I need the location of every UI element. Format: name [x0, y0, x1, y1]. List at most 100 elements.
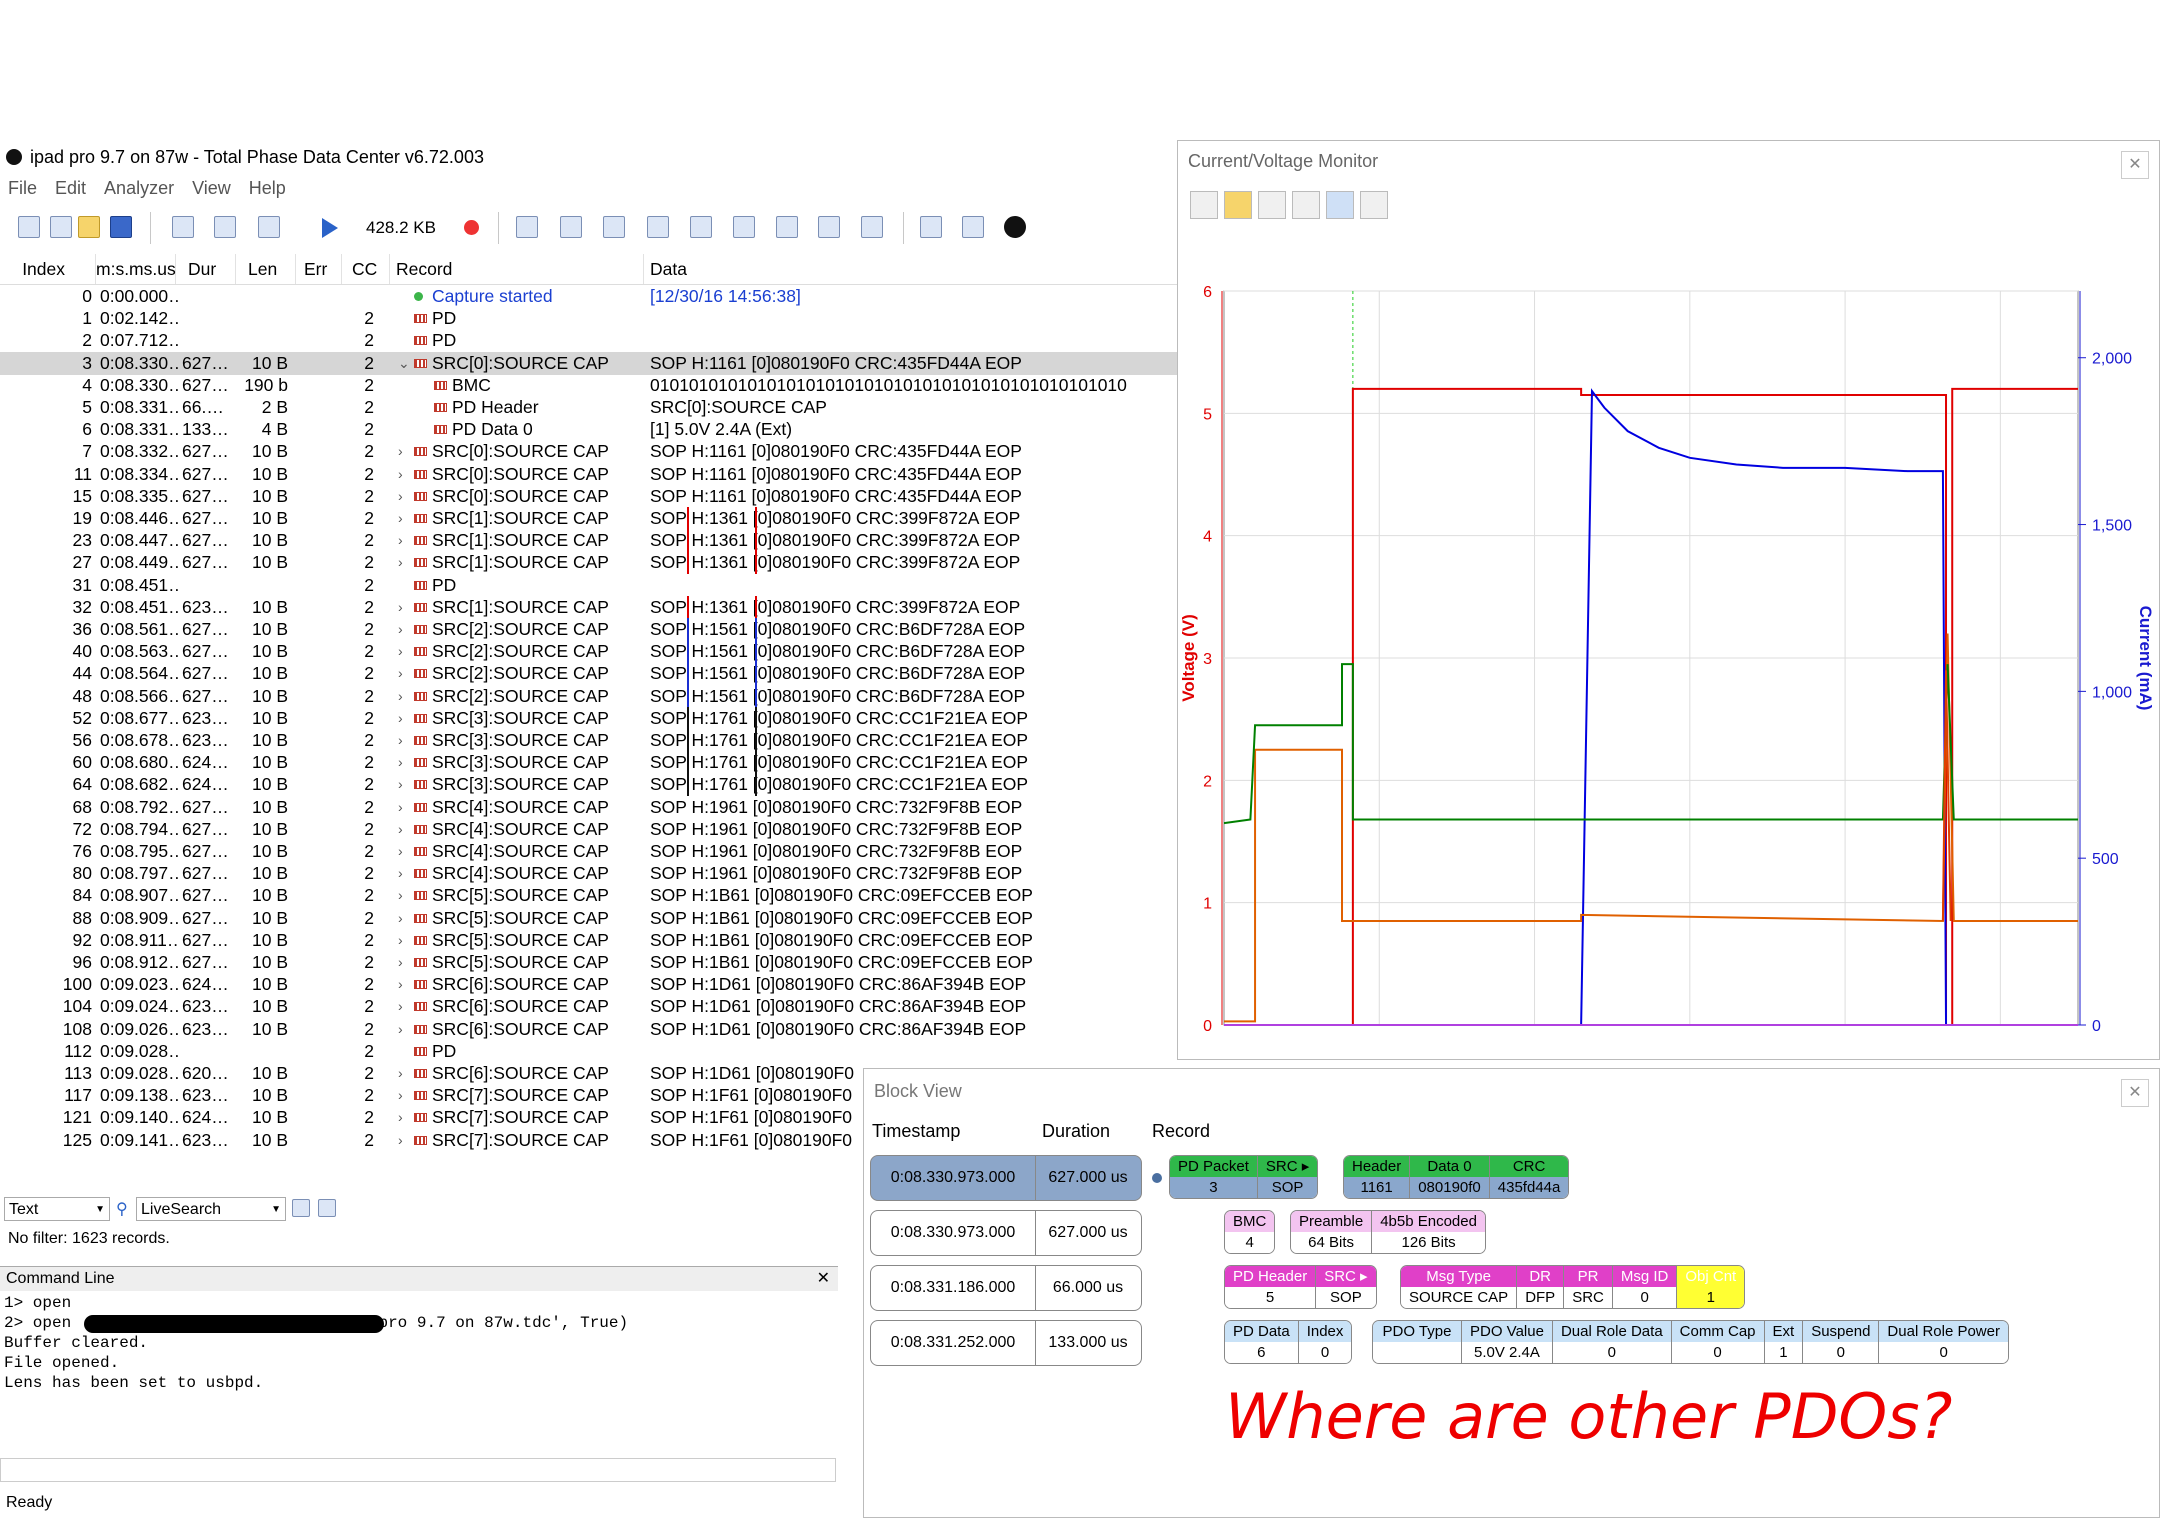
close-icon[interactable]: ✕ — [816, 1270, 830, 1287]
start-capture-icon[interactable] — [322, 218, 338, 238]
expand-icon[interactable]: › — [398, 998, 403, 1015]
pd-header-fields[interactable]: Msg Type SOURCE CAP DR DFP PR SRC Msg ID 0 Obj C… — [1400, 1265, 1746, 1309]
block-row[interactable]: 0:08.330.973.000 627.000 us — [870, 1155, 1142, 1201]
open-folder-icon[interactable] — [78, 216, 100, 238]
table-row[interactable]: 112 0:09.028… 2 PD — [0, 1040, 1178, 1063]
view-icon-8[interactable] — [818, 216, 840, 238]
pd-data-group[interactable]: PD Data 6 Index 0 — [1224, 1320, 1353, 1364]
expand-icon[interactable]: › — [398, 843, 403, 859]
table-row[interactable]: 44 0:08.564… 627… 10 B 2 › SRC[2]:SOURCE CAP SO… — [0, 662, 1178, 686]
menu-file[interactable]: File — [8, 178, 38, 198]
expand-icon[interactable]: › — [398, 709, 403, 726]
table-row[interactable]: 36 0:08.561… 627… 10 B 2 › SRC[2]:SOURCE CAP SO… — [0, 618, 1178, 641]
menu-view[interactable]: View — [192, 178, 231, 198]
table-row[interactable]: 113 0:09.028… 620… 10 B 2 › SRC[6]:SOURCE CAP S… — [0, 1062, 1178, 1085]
col-dur[interactable]: Dur — [182, 254, 236, 284]
table-row[interactable]: 31 0:08.451… 2 PD — [0, 574, 1178, 597]
collapse-icon[interactable]: ⌄ — [398, 354, 410, 371]
view-icon-6[interactable] — [733, 216, 755, 238]
export-icon[interactable] — [920, 216, 942, 238]
col-data[interactable]: Data — [644, 254, 1178, 284]
table-row[interactable]: 0 0:00.000… Capture started [12/30/16 14:56… — [0, 285, 1178, 308]
expand-icon[interactable]: › — [398, 1131, 403, 1148]
table-row[interactable]: 104 0:09.024… 623… 10 B 2 › SRC[6]:SOURCE CAP S… — [0, 995, 1178, 1018]
view-icon-7[interactable] — [776, 216, 798, 238]
filter-type-select[interactable]: Text ▼ — [4, 1197, 110, 1221]
search-prev-icon[interactable] — [292, 1199, 310, 1217]
expand-icon[interactable]: › — [398, 976, 403, 993]
zoom-in-icon[interactable] — [1258, 191, 1286, 219]
cursor-icon[interactable] — [1326, 191, 1354, 219]
col-record[interactable]: Record — [390, 254, 644, 284]
table-row[interactable]: 3 0:08.330… 627… 10 B 2 ⌄ SRC[0]:SOURCE CAP SOP… — [0, 351, 1178, 375]
bmc-fields[interactable]: Preamble 64 Bits 4b5b Encoded 126 Bits — [1290, 1210, 1486, 1254]
pd-packet-group[interactable]: PD Packet 3 SRC ▸ SOP — [1169, 1155, 1319, 1199]
pd-header-group[interactable]: PD Header 5 SRC ▸ SOP — [1224, 1265, 1377, 1309]
expand-icon[interactable]: › — [398, 554, 403, 571]
menu-edit[interactable]: Edit — [55, 178, 87, 198]
table-row[interactable]: 4 0:08.330… 627… 190 b 2 BMC 01010101010101010… — [0, 374, 1178, 397]
expand-icon[interactable]: › — [398, 1087, 403, 1104]
table-row[interactable]: 96 0:08.912… 627… 10 B 2 › SRC[5]:SOURCE CAP SO… — [0, 951, 1178, 974]
monitor-icon[interactable] — [861, 216, 883, 238]
clear-icon[interactable] — [1190, 191, 1218, 219]
table-row[interactable]: 84 0:08.907… 627… 10 B 2 › SRC[5]:SOURCE CAP SO… — [0, 884, 1178, 907]
expand-icon[interactable]: › — [398, 643, 403, 660]
about-icon[interactable] — [1004, 216, 1026, 238]
report-icon[interactable] — [962, 216, 984, 238]
table-row[interactable]: 27 0:08.449… 627… 10 B 2 › SRC[1]:SOURCE CAP SO… — [0, 551, 1178, 575]
expand-icon[interactable]: › — [398, 820, 403, 837]
filter-icon[interactable] — [258, 216, 280, 238]
expand-icon[interactable]: › — [398, 487, 403, 504]
search-next-icon[interactable] — [318, 1199, 336, 1217]
save-icon[interactable] — [110, 216, 132, 238]
command-input[interactable] — [0, 1458, 836, 1482]
col-len[interactable]: Len — [242, 254, 296, 284]
expand-icon[interactable]: › — [398, 887, 403, 904]
view-icon-3[interactable] — [603, 216, 625, 238]
menu-help[interactable]: Help — [248, 178, 286, 198]
table-row[interactable]: 5 0:08.331… 66.… 2 B 2 PD Header SRC[0]:SOURCE… — [0, 396, 1178, 419]
table-row[interactable]: 80 0:08.797… 627… 10 B 2 › SRC[4]:SOURCE CAP SO… — [0, 862, 1178, 885]
table-row[interactable]: 23 0:08.447… 627… 10 B 2 › SRC[1]:SOURCE CAP SO… — [0, 529, 1178, 553]
expand-icon[interactable]: › — [398, 931, 403, 948]
table-row[interactable]: 68 0:08.792… 627… 10 B 2 › SRC[4]:SOURCE CAP SO… — [0, 796, 1178, 819]
expand-icon[interactable]: › — [398, 621, 403, 637]
table-row[interactable]: 117 0:09.138… 623… 10 B 2 › SRC[7]:SOURCE CAP S… — [0, 1084, 1178, 1107]
device-icon[interactable] — [172, 216, 194, 238]
table-row[interactable]: 32 0:08.451… 623… 10 B 2 › SRC[1]:SOURCE CAP SO… — [0, 595, 1178, 619]
col-err[interactable]: Err — [298, 254, 342, 284]
view-icon-2[interactable] — [560, 216, 582, 238]
expand-icon[interactable]: › — [398, 754, 403, 771]
table-row[interactable]: 1 0:02.142… 2 PD — [0, 307, 1178, 330]
save-icon[interactable] — [1224, 191, 1252, 219]
block-row[interactable]: 0:08.331.252.000 133.000 us — [870, 1320, 1142, 1366]
table-row[interactable]: 56 0:08.678… 623… 10 B 2 › SRC[3]:SOURCE CAP SO… — [0, 729, 1178, 752]
table-row[interactable]: 48 0:08.566… 627… 10 B 2 › SRC[2]:SOURCE CAP SO… — [0, 684, 1178, 708]
table-row[interactable]: 92 0:08.911… 627… 10 B 2 › SRC[5]:SOURCE CAP SO… — [0, 929, 1178, 952]
close-icon[interactable]: ✕ — [2121, 1079, 2149, 1107]
expand-icon[interactable]: › — [398, 954, 403, 970]
table-row[interactable]: 72 0:08.794… 627… 10 B 2 › SRC[4]:SOURCE CAP SO… — [0, 818, 1178, 841]
expand-icon[interactable]: › — [398, 776, 403, 793]
table-row[interactable]: 11 0:08.334… 627… 10 B 2 › SRC[0]:SOURCE CAP SO… — [0, 463, 1178, 486]
expand-icon[interactable]: › — [398, 798, 403, 815]
view-icon-1[interactable] — [516, 216, 538, 238]
table-row[interactable]: 125 0:09.141… 623… 10 B 2 › SRC[7]:SOURCE CAP S… — [0, 1129, 1178, 1152]
col-index[interactable]: Index — [0, 254, 96, 284]
config-icon[interactable] — [214, 216, 236, 238]
expand-icon[interactable]: › — [398, 465, 403, 482]
table-row[interactable]: 7 0:08.332… 627… 10 B 2 › SRC[0]:SOURCE CAP SOP… — [0, 440, 1178, 463]
table-row[interactable]: 40 0:08.563… 627… 10 B 2 › SRC[2]:SOURCE CAP SO… — [0, 640, 1178, 664]
expand-icon[interactable]: › — [398, 1109, 403, 1126]
new-file-icon[interactable] — [18, 216, 40, 238]
menu-analyzer[interactable]: Analyzer — [104, 178, 175, 198]
table-row[interactable]: 76 0:08.795… 627… 10 B 2 › SRC[4]:SOURCE CAP SO… — [0, 840, 1178, 863]
table-row[interactable]: 108 0:09.026… 623… 10 B 2 › SRC[6]:SOURCE CAP S… — [0, 1018, 1178, 1041]
expand-icon[interactable]: › — [398, 598, 403, 615]
table-row[interactable]: 121 0:09.140… 624… 10 B 2 › SRC[7]:SOURCE CAP S… — [0, 1106, 1178, 1129]
table-row[interactable]: 19 0:08.446… 627… 10 B 2 › SRC[1]:SOURCE CAP SO… — [0, 507, 1178, 530]
record-icon[interactable] — [464, 220, 479, 235]
table-row[interactable]: 60 0:08.680… 624… 10 B 2 › SRC[3]:SOURCE CAP SO… — [0, 751, 1178, 775]
expand-icon[interactable]: › — [398, 443, 403, 460]
